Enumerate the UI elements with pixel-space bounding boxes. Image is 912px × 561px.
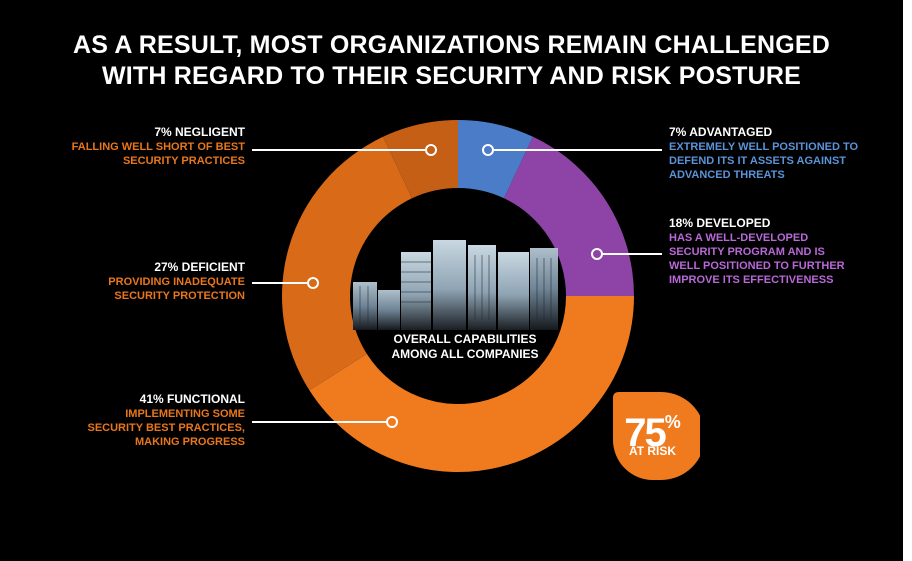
label-developed-line-4: IMPROVE ITS EFFECTIVENESS [669, 274, 834, 286]
leader-marker-negligent [425, 144, 437, 156]
leader-marker-developed [591, 248, 603, 260]
label-functional-heading: 41% FUNCTIONAL [139, 392, 245, 406]
leader-lines [252, 144, 662, 428]
label-developed: 18% DEVELOPED HAS A WELL-DEVELOPED SECUR… [669, 215, 894, 287]
city-skyline-icon [353, 240, 558, 330]
title-line-2: WITH REGARD TO THEIR SECURITY AND RISK P… [101, 62, 802, 90]
at-risk-badge-shape [613, 392, 700, 480]
label-negligent: 7% NEGLIGENT FALLING WELL SHORT OF BEST … [40, 124, 245, 168]
slice-advantaged [458, 120, 533, 199]
label-deficient-heading: 27% DEFICIENT [154, 260, 245, 274]
label-deficient: 27% DEFICIENT PROVIDING INADEQUATE SECUR… [40, 259, 245, 303]
slice-negligent [383, 120, 458, 199]
label-advantaged-line-1: EXTREMELY WELL POSITIONED TO [669, 141, 859, 153]
label-negligent-heading: 7% NEGLIGENT [154, 125, 245, 139]
page-title: AS A RESULT, MOST ORGANIZATIONS REMAIN C… [0, 30, 903, 92]
label-deficient-line-1: PROVIDING INADEQUATE [108, 276, 245, 288]
leader-marker-deficient [307, 277, 319, 289]
label-advantaged: 7% ADVANTAGED EXTREMELY WELL POSITIONED … [669, 124, 894, 182]
label-negligent-line-1: FALLING WELL SHORT OF BEST [71, 141, 245, 153]
leader-marker-advantaged [482, 144, 494, 156]
leader-marker-functional [386, 416, 398, 428]
label-advantaged-heading: 7% ADVANTAGED [669, 125, 773, 139]
center-caption-line-1: OVERALL CAPABILITIES [393, 332, 537, 346]
slice-deficient [282, 136, 413, 391]
title-line-1: AS A RESULT, MOST ORGANIZATIONS REMAIN C… [72, 31, 831, 59]
label-advantaged-line-2: DEFEND ITS IT ASSETS AGAINST [669, 155, 847, 167]
at-risk-value: 75 [624, 411, 666, 455]
label-functional: 41% FUNCTIONAL IMPLEMENTING SOME SECURIT… [40, 391, 246, 449]
label-functional-line-1: IMPLEMENTING SOME [125, 408, 245, 420]
center-caption: OVERALL CAPABILITIES AMONG ALL COMPANIES [350, 332, 580, 362]
at-risk-unit: % [664, 412, 681, 432]
label-deficient-line-2: SECURITY PROTECTION [114, 290, 245, 302]
label-functional-line-3: MAKING PROGRESS [134, 436, 245, 448]
label-functional-line-2: SECURITY BEST PRACTICES, [87, 422, 246, 434]
label-advantaged-line-3: ADVANCED THREATS [669, 169, 785, 181]
at-risk-percent: 75% [605, 400, 700, 455]
label-developed-line-1: HAS A WELL-DEVELOPED [669, 232, 809, 244]
label-developed-heading: 18% DEVELOPED [669, 216, 771, 230]
label-negligent-line-2: SECURITY PRACTICES [122, 155, 245, 167]
at-risk-label: AT RISK [628, 444, 677, 458]
label-developed-line-2: SECURITY PROGRAM AND IS [669, 246, 825, 258]
label-developed-line-3: WELL POSITIONED TO FURTHER [669, 260, 845, 272]
slice-functional [309, 296, 634, 472]
center-caption-line-2: AMONG ALL COMPANIES [391, 347, 539, 361]
at-risk-badge: 75% AT RISK [605, 388, 700, 483]
